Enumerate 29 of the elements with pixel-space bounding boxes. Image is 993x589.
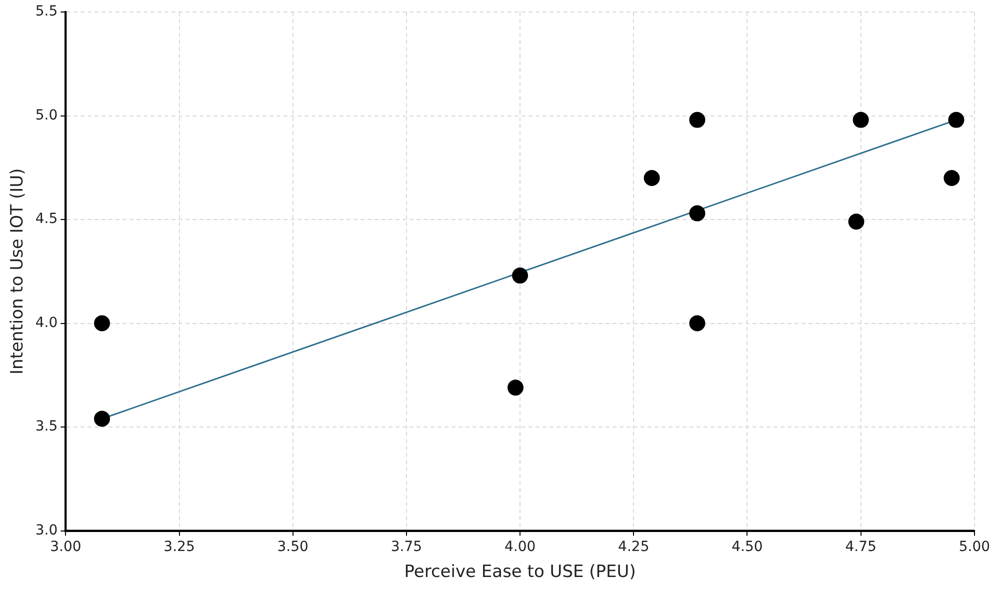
y-tick-label: 4.5: [35, 211, 58, 228]
x-tick-label: 4.00: [504, 538, 536, 555]
point: [948, 112, 964, 128]
point: [689, 205, 706, 222]
y-tick-label: 5.0: [35, 107, 58, 124]
point: [852, 112, 869, 128]
point: [689, 315, 706, 332]
y-axis-title: Intention to Use IOT (IU): [8, 168, 28, 374]
point: [944, 170, 960, 186]
point: [94, 315, 110, 332]
y-tick-label: 4.0: [35, 314, 58, 331]
point: [644, 170, 660, 186]
point: [507, 380, 524, 396]
x-tick-label: 3.25: [164, 538, 195, 555]
point: [512, 268, 528, 284]
x-tick-label: 3.00: [50, 538, 82, 555]
y-tick-label: 5.5: [35, 4, 58, 20]
point: [689, 112, 706, 128]
x-axis-title: Perceive Ease to USE (PEU): [404, 562, 636, 582]
x-tick-label: 3.75: [390, 538, 422, 555]
point: [94, 410, 110, 427]
y-tick-label: 3.5: [35, 418, 58, 435]
point: [848, 214, 864, 230]
x-tick-label: 5.00: [958, 538, 990, 555]
y-tick-label: 3.0: [35, 522, 58, 538]
x-tick-label: 4.50: [732, 538, 763, 555]
x-tick-label: 4.75: [845, 538, 876, 555]
x-tick-label: 4.25: [618, 538, 650, 555]
x-tick-label: 3.50: [277, 538, 308, 555]
